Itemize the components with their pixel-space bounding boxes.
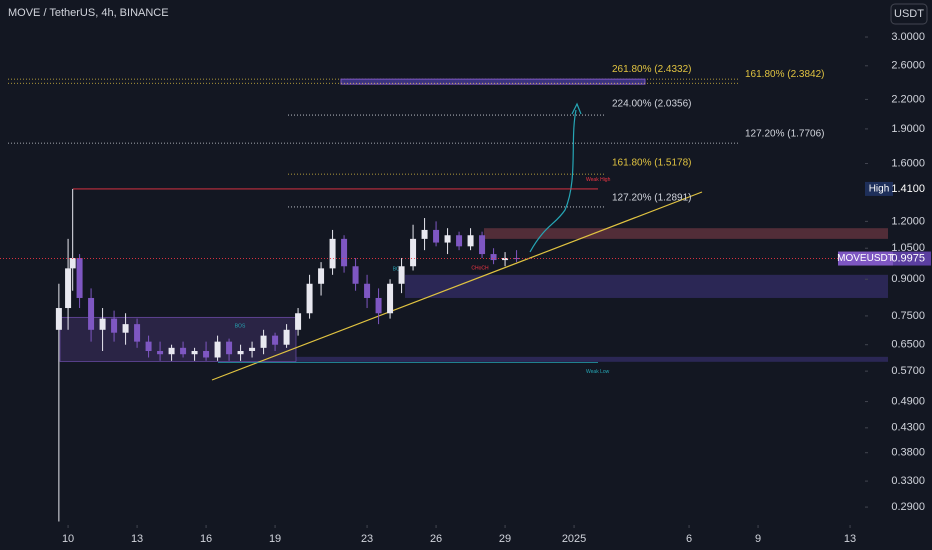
candle-body [249,347,256,352]
y-tick-label: 3.0000 [891,31,925,43]
candle-body [433,229,440,243]
projection-path [529,109,577,253]
y-tick-label: 1.9000 [891,123,925,135]
candle-body [111,318,118,333]
candle-body [352,266,359,284]
annotation: BOS [235,323,246,329]
candle-body [398,266,405,284]
y-tick-label: 0.3300 [891,475,925,487]
projection-arrow [571,102,582,115]
candle-body [157,351,164,355]
candle-body [329,238,336,269]
price-tag-value: 1.4100 [891,183,925,195]
candle-body [410,238,417,267]
candle-body [76,258,83,298]
level-label: Weak Low [586,369,610,375]
candle-body [191,351,198,355]
x-tick-label: 16 [200,533,212,545]
candle-body [479,235,486,255]
level-box [340,78,646,85]
x-tick-label: 26 [430,533,442,545]
level-label: Weak High [586,177,611,183]
x-tick-label: 2025 [562,533,586,545]
x-tick-label: 13 [131,533,143,545]
y-tick-label: 0.9000 [891,273,925,285]
candle-body [283,329,290,345]
candle-body [145,341,152,352]
y-tick-label: 0.5700 [891,365,925,377]
candle-body [99,318,106,330]
y-tick-label: 0.4300 [891,422,925,434]
candle-body [55,308,62,330]
y-tick-label: 1.6000 [891,157,925,169]
candle-body [180,347,187,355]
currency-label[interactable]: USDT [894,8,924,20]
candle-body [260,335,267,348]
candle-body [502,258,509,261]
x-tick-label: 19 [269,533,281,545]
candle-body [490,254,497,261]
x-tick-label: 9 [755,533,761,545]
candle-body [421,229,428,239]
candle-body [237,351,244,355]
candle-body [134,324,141,342]
candle-body [306,283,313,314]
level-label: 127.20% (1.7706) [745,129,825,140]
candle-body [318,268,325,284]
price-tag-value: 0.9975 [891,252,925,264]
annotation: CHoCH [471,265,489,271]
candle-body [168,347,175,355]
candle-body [272,335,279,345]
currency-button[interactable] [890,3,928,25]
price-tag-name-bg [865,181,893,196]
candle-body [65,268,72,309]
y-tick-label: 1.2000 [891,215,925,227]
x-tick-label: 10 [62,533,74,545]
chart-title: MOVE / TetherUS, 4h, BINANCE [8,7,169,19]
candle-body [341,238,348,267]
candle-body [467,235,474,247]
level-label: 261.80% (2.4332) [612,64,692,75]
y-tick-label: 2.2000 [891,93,925,105]
x-tick-label: 13 [844,533,856,545]
candle-body [444,235,451,243]
y-tick-label: 0.2900 [891,501,925,513]
y-tick-label: 0.6500 [891,339,925,351]
candle-body [226,341,233,355]
level-label: 224.00% (2.0356) [612,99,692,110]
x-tick-label: 6 [686,533,692,545]
x-tick-label: 23 [361,533,373,545]
level-label: 161.80% (2.3842) [745,69,825,80]
candle-body [214,341,221,358]
price-tag-value-bg [893,251,931,266]
y-tick-label: 2.6000 [891,60,925,72]
zone [296,356,888,362]
candle-body [387,283,394,314]
candle-body [69,258,76,269]
y-tick-label: 0.3800 [891,447,925,459]
x-tick-label: 29 [499,533,511,545]
zone [484,228,888,239]
candle-body [456,235,463,247]
level-label: 161.80% (1.5178) [612,158,692,169]
price-tag-name-bg [838,251,893,266]
candle-body [203,351,210,358]
candle-body [364,283,371,298]
y-tick-label: 0.4900 [891,395,925,407]
price-tag-value-bg [893,181,931,196]
y-tick-label: 1.0500 [891,242,925,254]
candle-body [122,324,129,333]
candle-body [295,313,302,330]
annotation: BOS [393,266,404,272]
price-tag-name: MOVEUSDT [837,253,894,264]
candle-body [88,297,95,330]
candle-body [375,297,382,314]
y-tick-label: 0.7500 [891,310,925,322]
zone [59,316,297,362]
price-tag-name: High [869,184,890,195]
level-label: 127.20% (1.2891) [612,193,692,204]
trendline [211,191,703,381]
zone [405,274,888,298]
